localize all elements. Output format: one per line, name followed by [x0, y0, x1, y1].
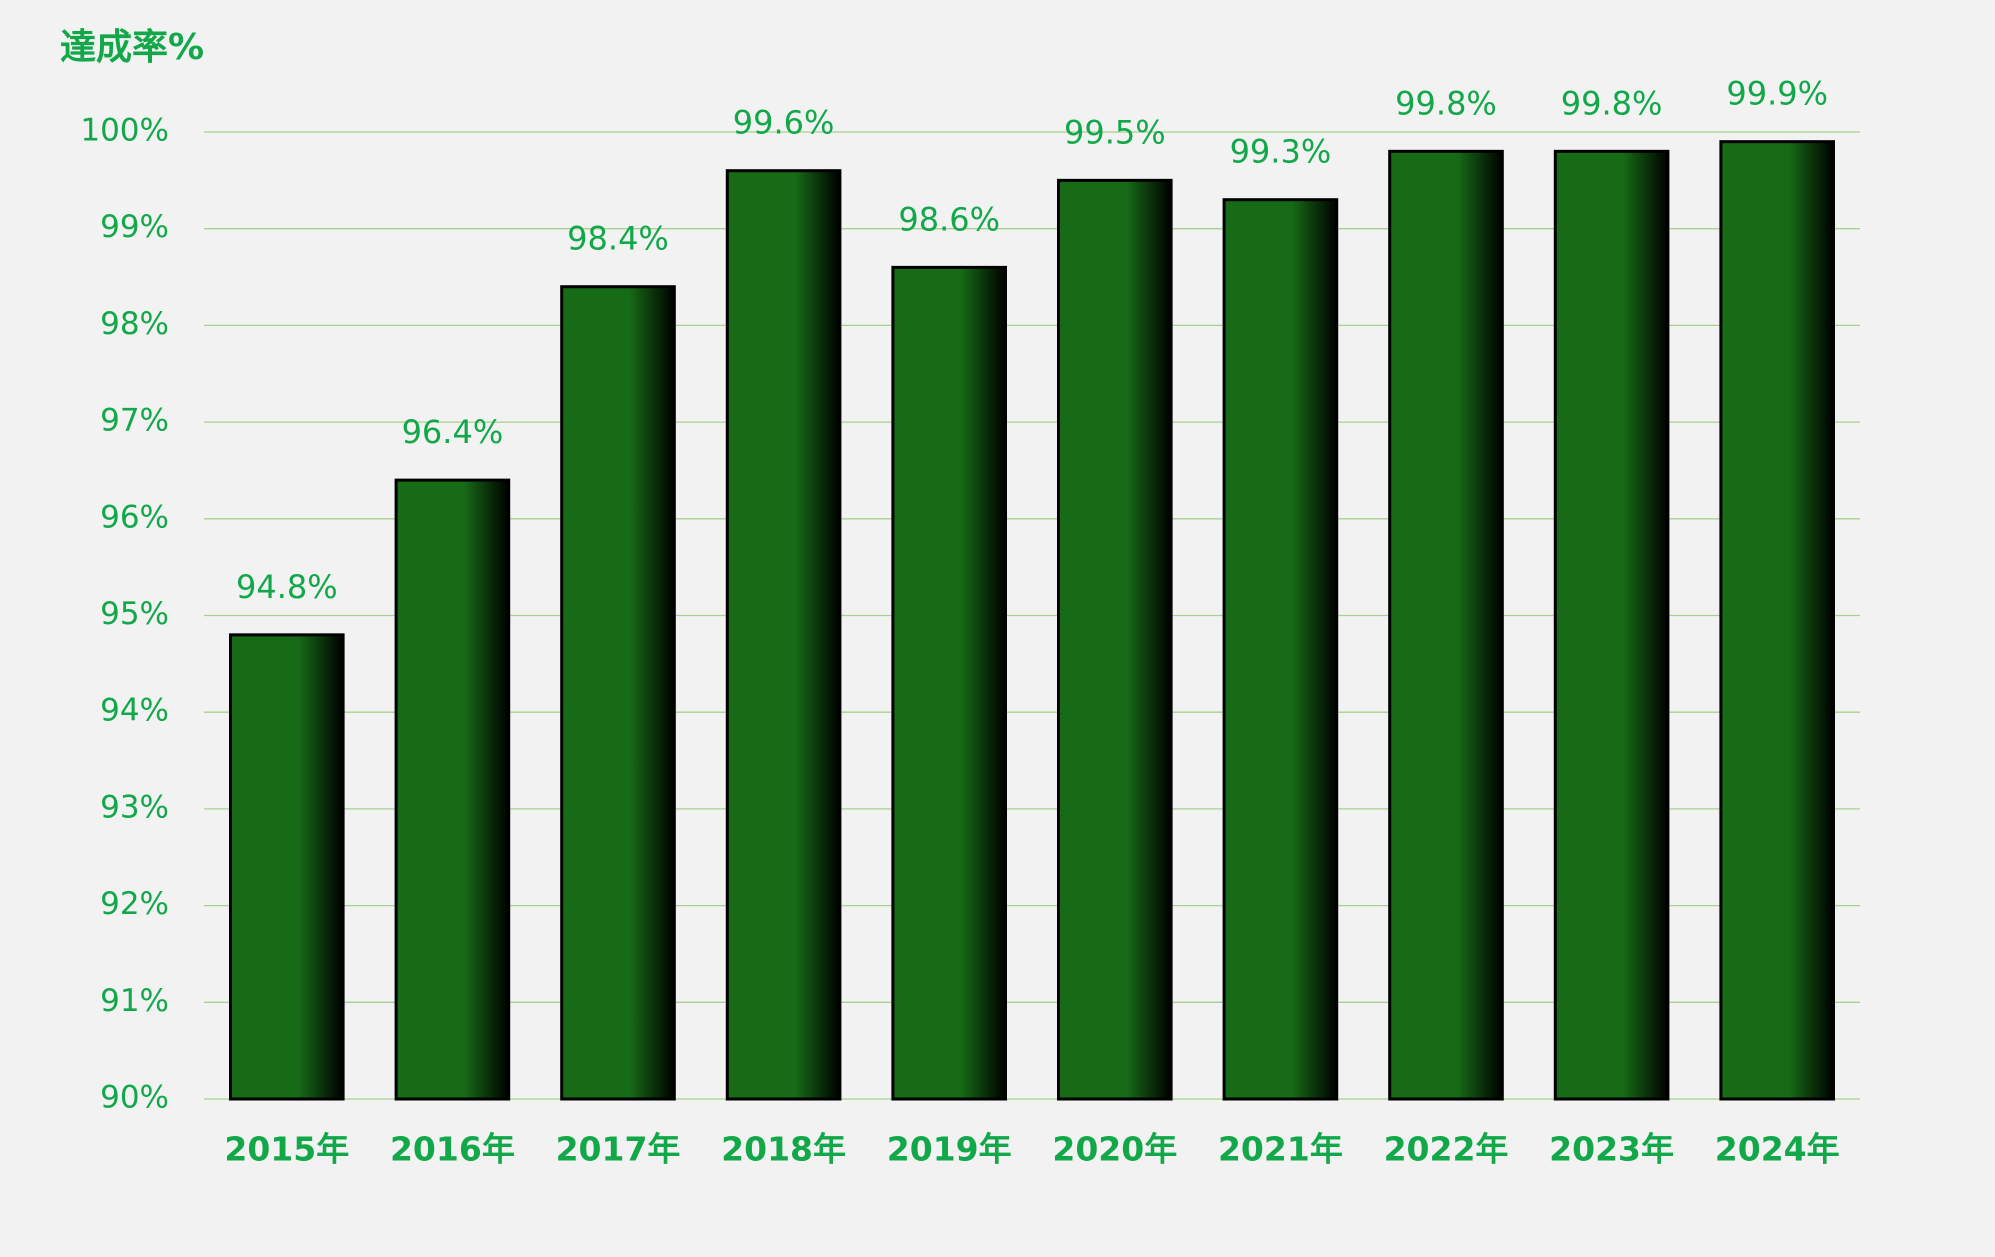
y-tick-label: 96% [100, 499, 169, 535]
value-label: 98.4% [567, 220, 669, 258]
x-tick-label: 2022年 [1384, 1130, 1509, 1169]
y-tick-label: 97% [100, 403, 169, 439]
bar [1719, 140, 1836, 1101]
x-tick-label: 2016年 [390, 1130, 515, 1169]
y-tick-label: 90% [100, 1080, 169, 1116]
value-label: 99.3% [1230, 133, 1332, 171]
x-tick-label: 2020年 [1052, 1130, 1177, 1169]
bar [891, 265, 1008, 1101]
value-label: 98.6% [898, 200, 1000, 238]
value-label: 99.5% [1064, 113, 1166, 151]
y-axis-title: 達成率% [60, 27, 204, 68]
bar [1222, 198, 1339, 1101]
y-tick-label: 91% [100, 983, 169, 1019]
x-tick-label: 2019年 [887, 1130, 1012, 1169]
bar [1388, 149, 1504, 1101]
y-tick-label: 92% [100, 886, 169, 922]
bar [1056, 178, 1173, 1101]
y-tick-label: 100% [80, 113, 169, 149]
bar [560, 285, 676, 1101]
x-tick-label: 2017年 [556, 1130, 681, 1169]
value-label: 94.8% [236, 568, 338, 606]
y-tick-label: 93% [100, 789, 169, 825]
value-label: 99.8% [1395, 84, 1497, 122]
x-tick-label: 2018年 [721, 1130, 846, 1169]
value-label: 99.8% [1561, 84, 1663, 122]
bar [228, 633, 345, 1101]
x-tick-label: 2024年 [1715, 1130, 1840, 1169]
value-label: 99.6% [733, 104, 835, 142]
value-label: 96.4% [402, 413, 504, 451]
bar [1553, 149, 1670, 1101]
bar [725, 169, 842, 1101]
y-tick-label: 94% [100, 693, 169, 729]
x-tick-label: 2015年 [224, 1130, 349, 1169]
value-label: 99.9% [1726, 75, 1828, 113]
y-tick-label: 98% [100, 306, 169, 342]
bar [394, 478, 511, 1101]
y-tick-label: 95% [100, 596, 169, 632]
x-tick-label: 2021年 [1218, 1130, 1343, 1169]
x-tick-label: 2023年 [1549, 1130, 1674, 1169]
y-tick-label: 99% [100, 209, 169, 245]
